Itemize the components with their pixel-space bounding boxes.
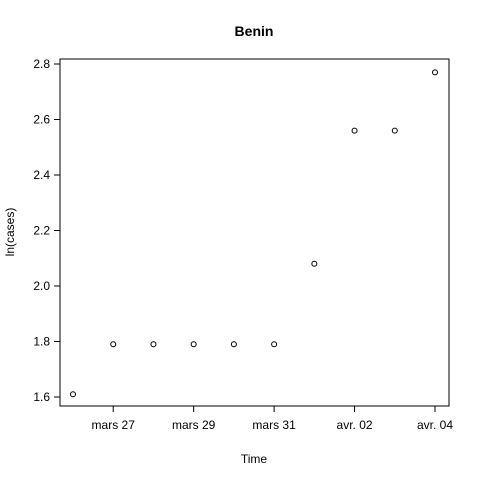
plot-frame xyxy=(59,58,450,407)
data-point xyxy=(351,127,358,134)
data-point xyxy=(311,260,318,267)
data-point xyxy=(150,341,157,348)
data-point xyxy=(230,341,237,348)
y-axis: 1.6 1.8 2.0 2.2 2.4 2.6 2.8 xyxy=(33,57,61,404)
x-axis-label: Time xyxy=(241,452,268,466)
data-point xyxy=(70,391,76,398)
data-point xyxy=(190,341,197,348)
data-points xyxy=(70,69,438,398)
x-tick-label: mars 31 xyxy=(252,418,296,432)
x-tick-label: avr. 04 xyxy=(417,418,453,432)
data-point xyxy=(110,341,117,348)
y-tick-label: 1.6 xyxy=(33,390,50,404)
data-point xyxy=(391,127,398,134)
y-axis-label: ln(cases) xyxy=(3,208,17,257)
y-tick-label: 2.4 xyxy=(33,168,50,182)
x-tick-label: mars 27 xyxy=(92,418,136,432)
data-point xyxy=(432,69,438,76)
x-axis: mars 27 mars 29 mars 31 avr. 02 avr. 04 xyxy=(92,405,453,432)
x-tick-label: avr. 02 xyxy=(337,418,373,432)
y-tick-label: 2.0 xyxy=(33,279,50,293)
y-tick-label: 2.8 xyxy=(33,57,50,71)
x-tick-label: mars 29 xyxy=(172,418,216,432)
y-tick-label: 2.6 xyxy=(33,113,50,127)
y-tick-label: 2.2 xyxy=(33,224,50,238)
data-point xyxy=(271,341,278,348)
y-tick-label: 1.8 xyxy=(33,335,50,349)
chart-title: Benin xyxy=(235,23,274,39)
